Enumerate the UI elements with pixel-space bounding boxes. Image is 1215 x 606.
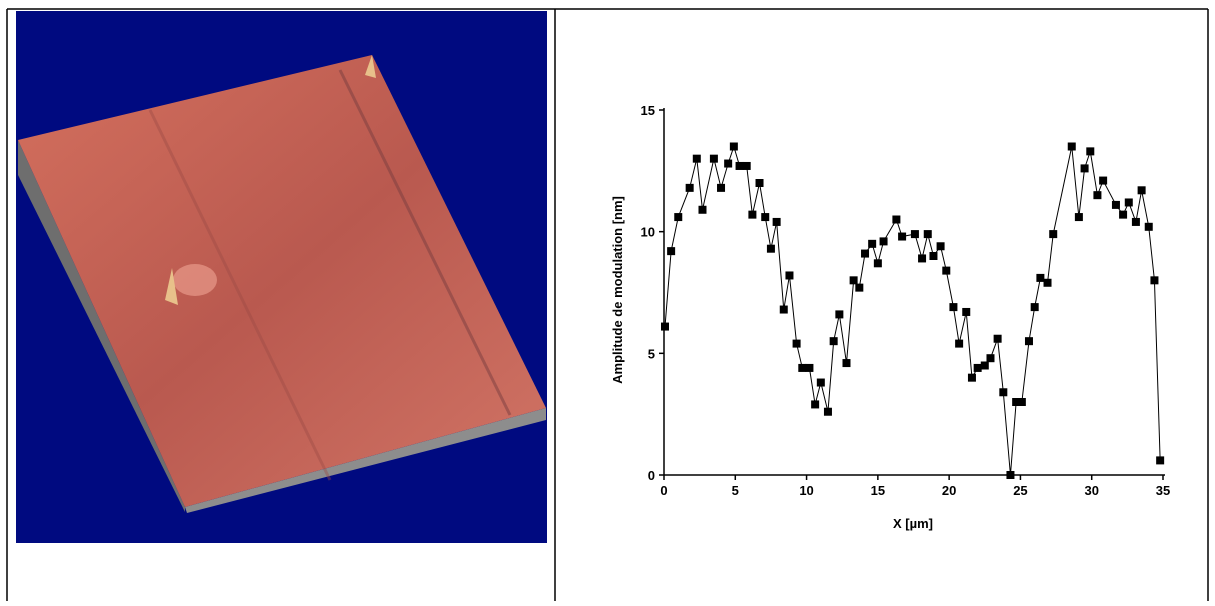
data-point: [1024, 337, 1033, 346]
data-point: [923, 230, 932, 239]
data-point: [1017, 398, 1026, 406]
data-point: [698, 205, 707, 214]
data-point: [766, 244, 775, 253]
data-point: [724, 159, 733, 168]
x-tick-label: 20: [942, 483, 956, 498]
x-tick-label: 5: [732, 483, 739, 498]
data-point: [892, 215, 901, 224]
data-point: [1156, 456, 1165, 465]
x-tick-label: 30: [1084, 483, 1098, 498]
data-point: [792, 339, 801, 348]
data-point: [742, 161, 751, 170]
data-point: [929, 252, 938, 260]
data-point: [1093, 191, 1102, 200]
data-point: [729, 142, 738, 151]
data-point: [918, 254, 927, 263]
data-point: [1067, 142, 1076, 151]
afm-image: [16, 11, 547, 543]
data-point: [868, 239, 877, 248]
data-point: [772, 217, 781, 226]
data-point: [842, 359, 851, 368]
frame: [6, 8, 1209, 601]
data-point: [1030, 303, 1039, 312]
data-point: [1150, 276, 1159, 285]
y-tick-label: 15: [641, 103, 655, 118]
y-tick-label: 0: [648, 468, 655, 483]
data-point: [1043, 278, 1052, 287]
data-point: [1036, 273, 1045, 282]
data-point: [685, 183, 694, 192]
data-point: [873, 259, 882, 268]
data-point: [1137, 186, 1146, 195]
data-point: [674, 213, 683, 222]
data-point: [785, 271, 794, 280]
y-tick-label: 5: [648, 346, 655, 361]
data-point: [1099, 176, 1108, 185]
data-point: [973, 363, 982, 372]
data-point: [949, 303, 958, 312]
data-point: [855, 283, 864, 292]
y-tick-label: 10: [641, 225, 655, 240]
data-point: [692, 154, 701, 163]
data-point: [980, 361, 989, 370]
data-point: [1074, 213, 1083, 222]
data-point: [986, 354, 995, 363]
x-tick-label: 15: [871, 483, 885, 498]
data-point: [999, 388, 1008, 397]
x-tick-label: 35: [1156, 483, 1170, 498]
data-point: [755, 179, 764, 187]
data-point: [1012, 398, 1021, 406]
data-point: [761, 213, 770, 222]
data-point: [1006, 471, 1015, 479]
data-point: [811, 400, 820, 409]
x-axis-label: X [µm]: [893, 516, 933, 531]
data-point: [1080, 164, 1089, 173]
data-point: [660, 322, 669, 331]
data-point: [1131, 217, 1140, 226]
data-point: [748, 210, 757, 219]
data-point: [1111, 200, 1120, 209]
y-axis-label: Amplitude de modulation [nm]: [610, 196, 625, 384]
data-point: [879, 237, 888, 246]
data-point: [816, 378, 825, 387]
data-point: [717, 183, 726, 192]
data-point: [823, 407, 832, 416]
data-point: [861, 249, 870, 258]
data-point: [835, 310, 844, 319]
data-point: [849, 276, 858, 285]
data-point: [898, 232, 907, 241]
data-point: [936, 242, 945, 251]
data-point: [709, 154, 718, 163]
data-point: [955, 339, 964, 348]
data-point: [1119, 210, 1128, 219]
data-point: [967, 373, 976, 382]
data-point: [1049, 230, 1058, 239]
data-point: [805, 363, 814, 372]
data-point: [942, 266, 951, 275]
data-point: [667, 247, 676, 256]
data-point: [962, 307, 971, 316]
data-line: [664, 144, 1161, 476]
x-tick-label: 0: [660, 483, 667, 498]
x-tick-label: 25: [1013, 483, 1027, 498]
data-point: [1086, 147, 1095, 156]
data-point: [798, 363, 807, 372]
data-point: [829, 337, 838, 346]
data-point: [910, 230, 919, 239]
data-point: [1144, 222, 1153, 231]
data-point: [779, 305, 788, 314]
x-tick-label: 10: [799, 483, 813, 498]
data-point: [1124, 198, 1133, 207]
data-point: [735, 161, 744, 170]
data-point: [993, 334, 1002, 343]
